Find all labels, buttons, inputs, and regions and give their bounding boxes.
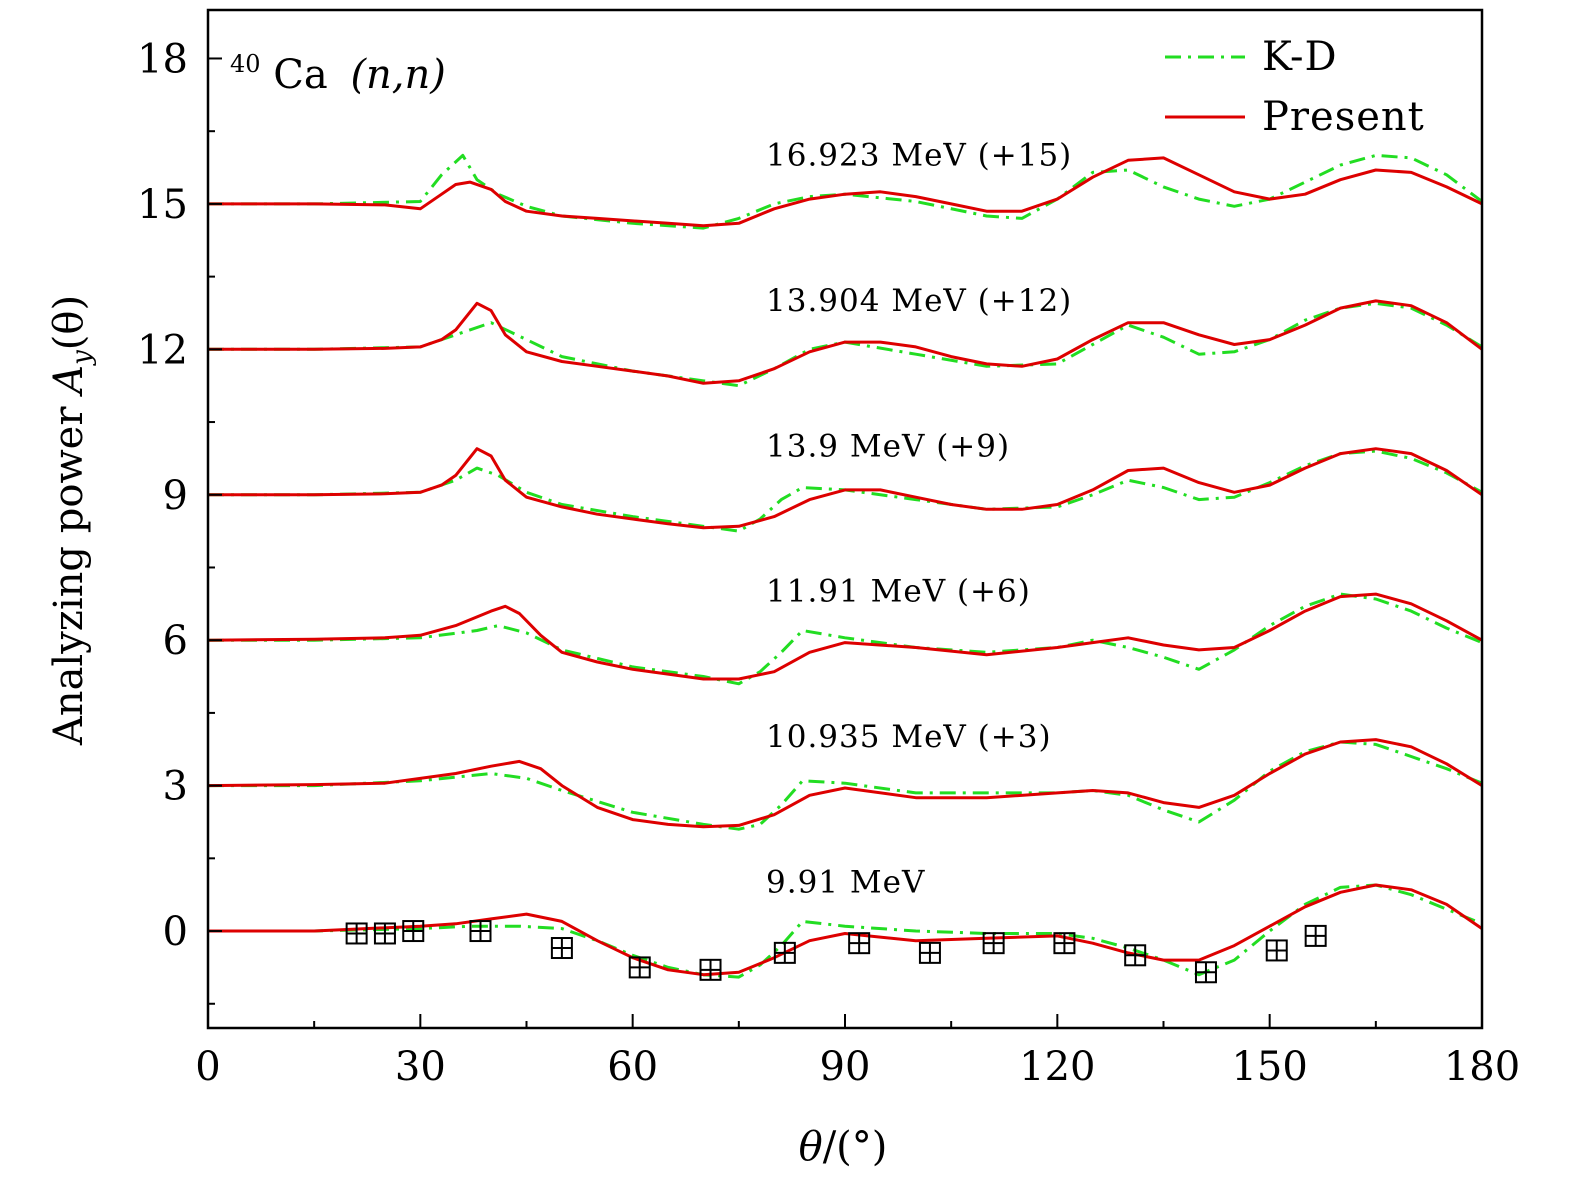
y-axis-title-arg: (θ) — [46, 295, 92, 350]
data-point — [345, 922, 368, 945]
curves-layer — [207, 153, 1483, 979]
x-axis-title: θ/(°) — [799, 1124, 888, 1170]
y-axis-title-text: Analyzing power — [46, 394, 92, 746]
x-tick-label: 150 — [1231, 1044, 1307, 1090]
y-axis-title-symbol: A — [46, 365, 92, 398]
panel-title: 40 Ca (n,n) — [230, 36, 446, 98]
energy-label: 9.91 MeV — [766, 865, 925, 901]
x-axis-title-symbol: θ — [799, 1124, 823, 1170]
data-point — [1304, 924, 1327, 947]
kd-curve — [208, 449, 1483, 533]
plot-frame — [206, 8, 1484, 1030]
x-tick-label: 60 — [607, 1044, 658, 1090]
x-tick-label: 90 — [820, 1044, 871, 1090]
markers-layer — [345, 920, 1327, 984]
panel-title-element: Ca — [273, 52, 327, 98]
y-axis-title: Analyzing power Ay(θ) — [46, 295, 97, 746]
x-tick-label: 120 — [1019, 1044, 1095, 1090]
data-point — [1194, 961, 1217, 984]
labels-layer: 0 30 60 90 120 150 180 0 3 6 9 12 15 18 9.91 MeV 10.935… — [137, 36, 1520, 1090]
data-point — [628, 956, 651, 979]
energy-label: 13.9 MeV (+9) — [766, 428, 1010, 464]
kd-curve — [208, 153, 1483, 230]
present-curve — [207, 738, 1483, 829]
data-point — [1265, 939, 1288, 962]
data-point — [773, 941, 796, 964]
data-point — [1053, 932, 1076, 955]
data-point — [373, 922, 396, 945]
present-curve — [208, 156, 1483, 228]
x-tick-label: 180 — [1444, 1044, 1520, 1090]
energy-label: 16.923 MeV (+15) — [766, 137, 1072, 173]
y-tick-label: 3 — [163, 764, 188, 810]
y-tick-label: 6 — [163, 618, 188, 664]
data-point — [402, 920, 425, 943]
panel-title-mass: 40 — [230, 50, 261, 78]
panel-title-reaction: (n,n) — [350, 52, 445, 98]
data-point — [982, 932, 1005, 955]
data-point — [1124, 944, 1147, 967]
legend-kd-label: K-D — [1262, 34, 1338, 80]
data-point — [699, 958, 722, 981]
present-curve — [207, 592, 1483, 681]
legend: K-D Present — [1165, 34, 1425, 140]
data-point — [848, 932, 871, 955]
x-axis-title-unit: /(°) — [823, 1124, 888, 1170]
energy-label: 11.91 MeV (+6) — [766, 574, 1031, 610]
x-tick-label: 0 — [195, 1044, 220, 1090]
y-tick-label: 15 — [137, 182, 188, 228]
x-tick-label: 30 — [395, 1044, 446, 1090]
data-point — [550, 937, 573, 960]
y-tick-label: 9 — [163, 473, 188, 519]
energy-label: 10.935 MeV (+3) — [766, 719, 1052, 755]
data-point — [469, 920, 492, 943]
data-point — [918, 941, 941, 964]
kd-curve — [208, 301, 1483, 388]
y-tick-label: 0 — [163, 909, 188, 955]
present-curve — [208, 447, 1483, 530]
legend-present-label: Present — [1262, 94, 1425, 140]
energy-label: 13.904 MeV (+12) — [766, 283, 1072, 319]
present-curve — [208, 883, 1483, 977]
y-tick-label: 12 — [137, 327, 188, 373]
y-tick-label: 18 — [137, 36, 188, 82]
kd-curve — [208, 883, 1483, 979]
y-axis-title-subscript: y — [67, 350, 97, 366]
present-curve — [208, 299, 1483, 385]
